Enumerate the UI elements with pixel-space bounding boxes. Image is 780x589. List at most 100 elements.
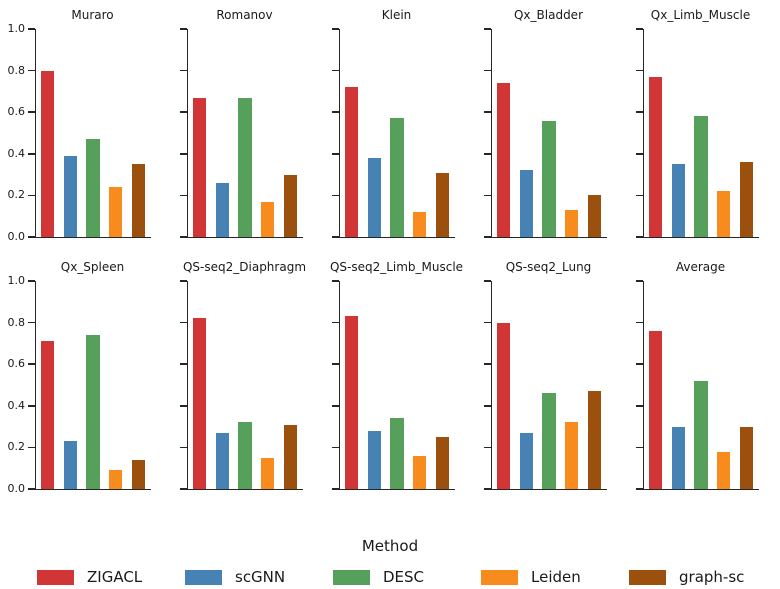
bar-zigacl	[41, 341, 55, 489]
subplot-romanov: Romanov	[180, 7, 303, 238]
y-axis-tick	[332, 405, 339, 407]
subplot-grid: Muraro 0.0 0.2 0.4 0.6 0.8 1.0 Romanov Klein Qx_B…	[7, 7, 759, 495]
y-axis-tick	[332, 321, 339, 324]
y-axis-tick	[28, 111, 35, 113]
plot-area	[332, 280, 455, 490]
y-axis-tick	[180, 363, 187, 365]
y-axis-tick	[180, 280, 187, 282]
plot-area	[484, 28, 607, 238]
bar-leiden	[717, 191, 731, 237]
y-axis-tick	[332, 153, 339, 155]
legend-swatch-graph-sc-icon	[629, 569, 666, 585]
bar-zigacl	[497, 322, 511, 489]
y-axis-tick	[332, 488, 339, 490]
subplot-title: QS-seq2_Limb_Muscle	[329, 260, 464, 274]
bar-scgnn	[519, 432, 534, 489]
y-axis-tick	[332, 236, 339, 238]
bar-zigacl	[345, 316, 359, 489]
bar-zigacl	[41, 70, 55, 237]
y-axis-tick	[180, 153, 187, 155]
bar-leiden	[413, 455, 427, 489]
bar-leiden	[565, 422, 579, 489]
bar-desc	[542, 393, 556, 489]
bar-leiden	[261, 457, 275, 489]
plot-area	[180, 28, 303, 238]
bar-graph-sc	[587, 391, 602, 489]
subplot-title: Qx_Spleen	[60, 260, 125, 274]
y-axis-tick	[332, 363, 339, 365]
legend-entry-scgnn: scGNN	[185, 568, 333, 586]
bar-scgnn	[671, 164, 686, 237]
subplot-title: Qx_Bladder	[513, 8, 584, 22]
y-tick-label: 0.8	[7, 63, 26, 77]
y-axis-tick	[636, 488, 643, 490]
bar-scgnn	[63, 155, 78, 237]
legend-swatch-leiden-icon	[481, 569, 518, 585]
bar-leiden	[261, 201, 275, 237]
legend-entry-graph-sc: graph-sc	[629, 568, 777, 586]
legend-label: DESC	[383, 568, 425, 586]
y-axis-tick	[484, 69, 491, 72]
y-axis-tick	[484, 280, 491, 282]
y-axis-tick	[180, 69, 187, 72]
y-axis-tick	[180, 194, 187, 197]
y-axis-tick	[484, 194, 491, 197]
bar-graph-sc	[283, 424, 298, 489]
y-tick-label: 0.8	[7, 315, 26, 329]
bar-desc	[390, 418, 404, 489]
subplot-qx-limb-muscle: Qx_Limb_Muscle	[636, 7, 759, 238]
plot-area	[636, 28, 759, 238]
legend-label: scGNN	[235, 568, 286, 586]
y-tick-label: 1.0	[7, 274, 26, 287]
bar-desc	[86, 139, 100, 237]
bar-graph-sc	[435, 172, 450, 237]
y-tick-label: 0.0	[7, 230, 26, 243]
y-axis-tick	[636, 236, 643, 238]
subplot-title: Klein	[381, 8, 412, 22]
y-axis-tick	[636, 363, 643, 365]
bar-scgnn	[367, 430, 382, 489]
bar-zigacl	[193, 97, 207, 237]
bar-scgnn	[63, 441, 78, 489]
y-axis-tick	[332, 69, 339, 72]
y-axis-tick	[332, 194, 339, 197]
y-axis-tick	[180, 321, 187, 324]
y-axis-tick	[636, 111, 643, 113]
y-axis-tick	[332, 111, 339, 113]
subplot-title: Average	[675, 260, 726, 274]
bar-scgnn	[671, 426, 686, 489]
y-tick-label: 0.4	[7, 146, 26, 160]
y-axis-tick	[484, 153, 491, 155]
y-axis-tick	[484, 321, 491, 324]
subplot-title: Muraro	[71, 8, 114, 22]
legend-label: Leiden	[531, 568, 581, 586]
plot-area	[484, 280, 607, 490]
legend-entry-leiden: Leiden	[481, 568, 629, 586]
bar-leiden	[565, 209, 579, 237]
subplot-title: Qx_Limb_Muscle	[650, 8, 751, 22]
bar-desc	[86, 335, 100, 489]
y-axis-tick	[636, 69, 643, 72]
y-axis-tick	[180, 28, 187, 30]
y-axis-tick	[484, 236, 491, 238]
legend-swatch-zigacl-icon	[37, 569, 74, 585]
legend-swatch-desc-icon	[333, 569, 370, 585]
plot-area: 0.0 0.2 0.4 0.6 0.8 1.0	[8, 275, 151, 495]
bar-graph-sc	[587, 195, 602, 237]
subplot-title: Romanov	[216, 8, 273, 22]
bar-zigacl	[649, 330, 663, 489]
y-axis-tick	[28, 28, 35, 30]
plot-area	[332, 28, 455, 238]
y-axis-tick	[180, 236, 187, 238]
bar-zigacl	[497, 83, 511, 237]
bar-scgnn	[367, 157, 382, 237]
plot-area	[180, 280, 303, 490]
legend-swatch-scgnn-icon	[185, 569, 222, 585]
y-tick-label: 0.0	[7, 482, 26, 495]
y-axis-tick	[636, 280, 643, 282]
y-axis-tick	[636, 405, 643, 407]
subplot-title: QS-seq2_Lung	[505, 260, 592, 274]
y-tick-label: 0.6	[7, 105, 26, 119]
bar-leiden	[413, 212, 427, 237]
